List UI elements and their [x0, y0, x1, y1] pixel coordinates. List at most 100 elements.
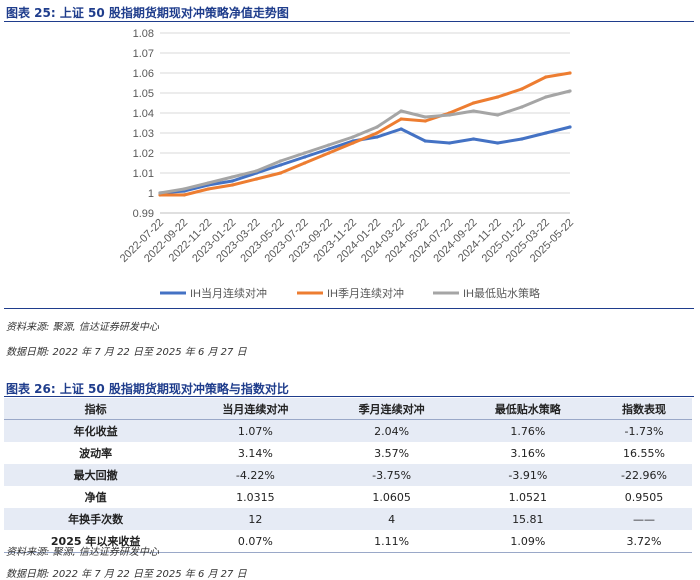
- data-point: [496, 141, 500, 145]
- figure-25-date-range: 数据日期: 2022 年 7 月 22 日至 2025 年 6 月 27 日: [6, 347, 247, 358]
- data-point: [182, 193, 186, 197]
- y-tick-label: 1.08: [133, 28, 154, 40]
- table-cell: 12: [187, 508, 324, 530]
- table-header-row: 指标 当月连续对冲 季月连续对冲 最低贴水策略 指数表现: [4, 398, 692, 420]
- figure-26-title: 图表 26: 上证 50 股指期货期现对冲策略与指数对比: [6, 382, 289, 396]
- table-cell: 1.0315: [236, 490, 275, 504]
- table-row: 波动率 3.14% 3.57% 3.16% 16.55%: [4, 442, 692, 464]
- table-cell: 1.09%: [459, 530, 596, 553]
- data-point: [278, 163, 283, 167]
- data-point: [520, 87, 524, 91]
- comparison-table: 指标 当月连续对冲 季月连续对冲 最低贴水策略 指数表现 年化收益 1.07% …: [4, 398, 692, 553]
- data-point: [544, 75, 548, 79]
- legend-label: IH季月连续对冲: [327, 286, 404, 300]
- data-point: [423, 139, 427, 143]
- data-point: [230, 183, 234, 187]
- data-point: [351, 135, 355, 139]
- data-point: [375, 131, 379, 135]
- table-cell: 3.57%: [374, 446, 410, 460]
- table-cell: 1.76%: [459, 419, 596, 442]
- data-point: [327, 143, 331, 147]
- table-cell: -3.91%: [459, 464, 596, 486]
- data-point: [230, 179, 234, 183]
- data-point: [520, 137, 524, 141]
- table-row: 年化收益 1.07% 2.04% 1.76% -1.73%: [4, 419, 692, 442]
- data-point: [206, 187, 210, 191]
- data-point: [254, 169, 259, 173]
- data-point: [375, 125, 379, 129]
- row-label: 波动率: [79, 447, 113, 460]
- data-point: [423, 119, 427, 123]
- figure-25-bottom-rule: [4, 308, 694, 309]
- table-row: 年换手次数 12 4 15.81 ——: [4, 508, 692, 530]
- row-label: 年化收益: [4, 419, 188, 442]
- data-point: [351, 141, 355, 145]
- figure-26-source: 资料来源: 聚源, 信达证券研发中心: [6, 547, 159, 558]
- data-point: [230, 175, 234, 179]
- table-cell: -4.22%: [187, 464, 324, 486]
- table-cell: 4: [323, 508, 460, 530]
- figure-26-title-rule: [4, 396, 694, 397]
- data-point: [158, 191, 162, 195]
- data-point: [399, 117, 403, 121]
- series-line: [160, 71, 571, 197]
- data-point: [327, 147, 331, 151]
- table-cell: -22.96%: [595, 464, 692, 486]
- data-point: [399, 127, 403, 131]
- column-header-metric: 指标: [4, 398, 188, 420]
- data-point: [278, 171, 283, 175]
- data-point: [471, 109, 476, 113]
- y-tick-label: 1.02: [133, 148, 154, 160]
- column-header-min-discount: 最低贴水策略: [459, 398, 596, 420]
- data-point: [182, 187, 186, 191]
- legend-label: IH当月连续对冲: [190, 286, 267, 300]
- table-cell: -3.75%: [323, 464, 460, 486]
- y-tick-label: 1.01: [133, 168, 154, 180]
- data-point: [303, 151, 307, 155]
- table-cell: 15.81: [459, 508, 596, 530]
- table-cell: 1.0605: [372, 490, 411, 504]
- table-cell: 3.16%: [510, 446, 546, 460]
- data-point: [327, 151, 331, 155]
- data-point: [520, 105, 524, 109]
- data-point: [303, 161, 307, 165]
- table-cell: 3.14%: [237, 446, 273, 460]
- figure-25-title: 图表 25: 上证 50 股指期货期现对冲策略净值走势图: [6, 6, 289, 20]
- data-point: [496, 113, 500, 117]
- data-point: [254, 177, 259, 181]
- column-header-index: 指数表现: [595, 398, 692, 420]
- data-point: [278, 159, 283, 163]
- column-header-monthly-hedge: 当月连续对冲: [187, 398, 324, 420]
- table-cell: -1.73%: [595, 419, 692, 442]
- table-cell: 1.0521: [508, 490, 548, 504]
- figure-25-title-rule: [4, 21, 694, 22]
- table-cell: 1.11%: [323, 530, 460, 553]
- table-cell: 0.07%: [187, 530, 324, 553]
- data-point: [544, 131, 548, 135]
- data-point: [303, 155, 307, 159]
- data-point: [206, 181, 210, 185]
- data-point: [568, 71, 572, 75]
- data-point: [496, 95, 500, 99]
- data-point: [471, 137, 476, 141]
- y-tick-label: 1.07: [133, 48, 154, 60]
- y-tick-label: 1.06: [133, 68, 154, 80]
- data-point: [447, 113, 452, 117]
- data-point: [568, 89, 572, 93]
- data-point: [375, 135, 379, 139]
- legend-label: IH最低贴水策略: [463, 286, 540, 300]
- column-header-quarterly-hedge: 季月连续对冲: [323, 398, 460, 420]
- data-point: [399, 109, 403, 113]
- y-tick-label: 0.99: [133, 208, 154, 220]
- y-tick-label: 1.05: [133, 88, 154, 100]
- figure-25-source: 资料来源: 聚源, 信达证券研发中心: [6, 322, 159, 333]
- y-tick-label: 1.03: [133, 128, 154, 140]
- y-tick-label: 1.04: [133, 108, 154, 120]
- data-point: [568, 125, 572, 129]
- table-row: 2025 年以来收益 0.07% 1.11% 1.09% 3.72%: [4, 530, 692, 553]
- table-cell: 3.72%: [595, 530, 692, 553]
- table-cell: 0.9505: [624, 490, 664, 504]
- data-point: [423, 115, 427, 119]
- row-label: 净值: [84, 491, 107, 504]
- data-point: [471, 101, 476, 105]
